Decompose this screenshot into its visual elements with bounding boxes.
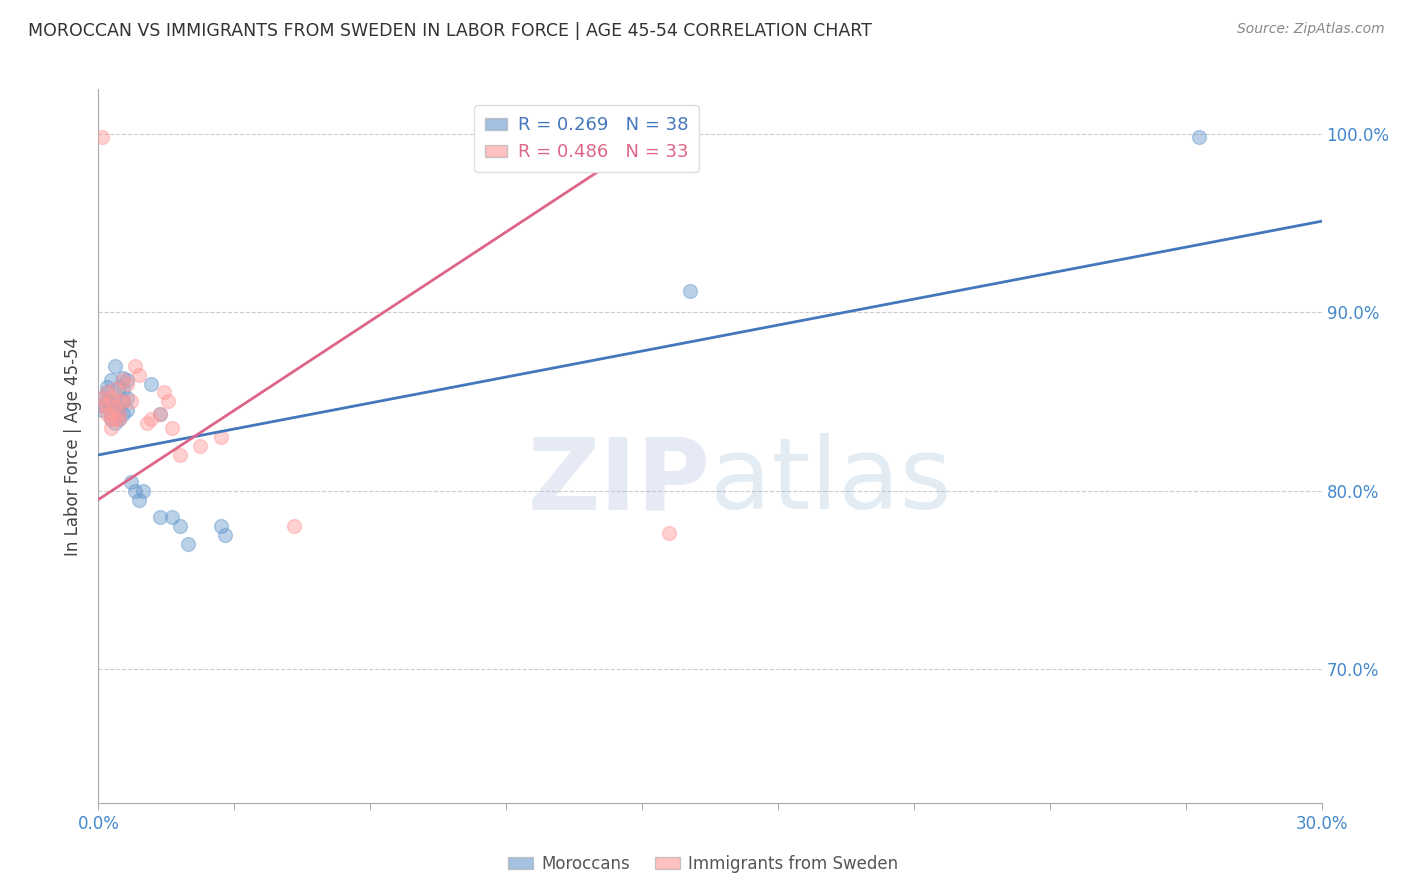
Point [115,403,138,417]
Point [91,130,114,145]
Point [104,359,127,373]
Point [91,398,114,412]
Point [104,412,127,426]
Point [141,412,163,426]
Point [136,416,159,430]
Point [108,380,131,394]
Point [104,400,127,414]
Point [214,528,236,542]
Point [96,385,118,400]
Point [1188,130,1211,145]
Point [96,407,118,421]
Point [108,403,131,417]
Point [100,373,122,387]
Legend: Moroccans, Immigrants from Sweden: Moroccans, Immigrants from Sweden [501,848,905,880]
Point [128,492,150,507]
Point [108,412,131,426]
Y-axis label: In Labor Force | Age 45-54: In Labor Force | Age 45-54 [65,336,83,556]
Point [177,537,200,551]
Point [209,519,232,533]
Point [91,398,114,412]
Point [120,394,142,409]
Text: ZIP: ZIP [527,434,710,530]
Point [128,368,150,382]
Point [108,394,131,409]
Point [149,407,172,421]
Point [152,385,174,400]
Point [160,421,183,435]
Point [111,382,134,396]
Point [209,430,232,444]
Point [111,394,134,409]
Point [104,382,127,396]
Point [115,373,138,387]
Point [104,394,127,409]
Point [115,391,138,405]
Point [141,376,163,391]
Point [169,519,191,533]
Point [283,519,305,533]
Point [169,448,191,462]
Point [100,421,122,435]
Point [149,510,172,524]
Point [108,407,131,421]
Point [91,391,114,405]
Point [96,398,118,412]
Point [96,394,118,409]
Text: MOROCCAN VS IMMIGRANTS FROM SWEDEN IN LABOR FORCE | AGE 45-54 CORRELATION CHART: MOROCCAN VS IMMIGRANTS FROM SWEDEN IN LA… [28,22,872,40]
Point [111,373,134,387]
Point [120,475,142,489]
Legend: R = 0.269   N = 38, R = 0.486   N = 33: R = 0.269 N = 38, R = 0.486 N = 33 [474,105,699,172]
Point [96,380,118,394]
Point [100,391,122,405]
Point [104,416,127,430]
Text: atlas: atlas [710,434,952,530]
Point [96,385,118,400]
Point [115,376,138,391]
Point [679,284,702,298]
Point [111,407,134,421]
Point [132,483,155,498]
Point [100,407,122,421]
Point [111,394,134,409]
Point [100,407,122,421]
Point [111,371,134,385]
Point [658,526,681,541]
Point [104,403,127,417]
Point [91,403,114,417]
Point [160,510,183,524]
Point [100,412,122,426]
Point [188,439,212,453]
Point [100,412,122,426]
Point [100,394,122,409]
Point [108,412,131,426]
Point [91,391,114,405]
Point [156,394,179,409]
Point [124,359,146,373]
Point [149,407,172,421]
Text: Source: ZipAtlas.com: Source: ZipAtlas.com [1237,22,1385,37]
Point [124,483,146,498]
